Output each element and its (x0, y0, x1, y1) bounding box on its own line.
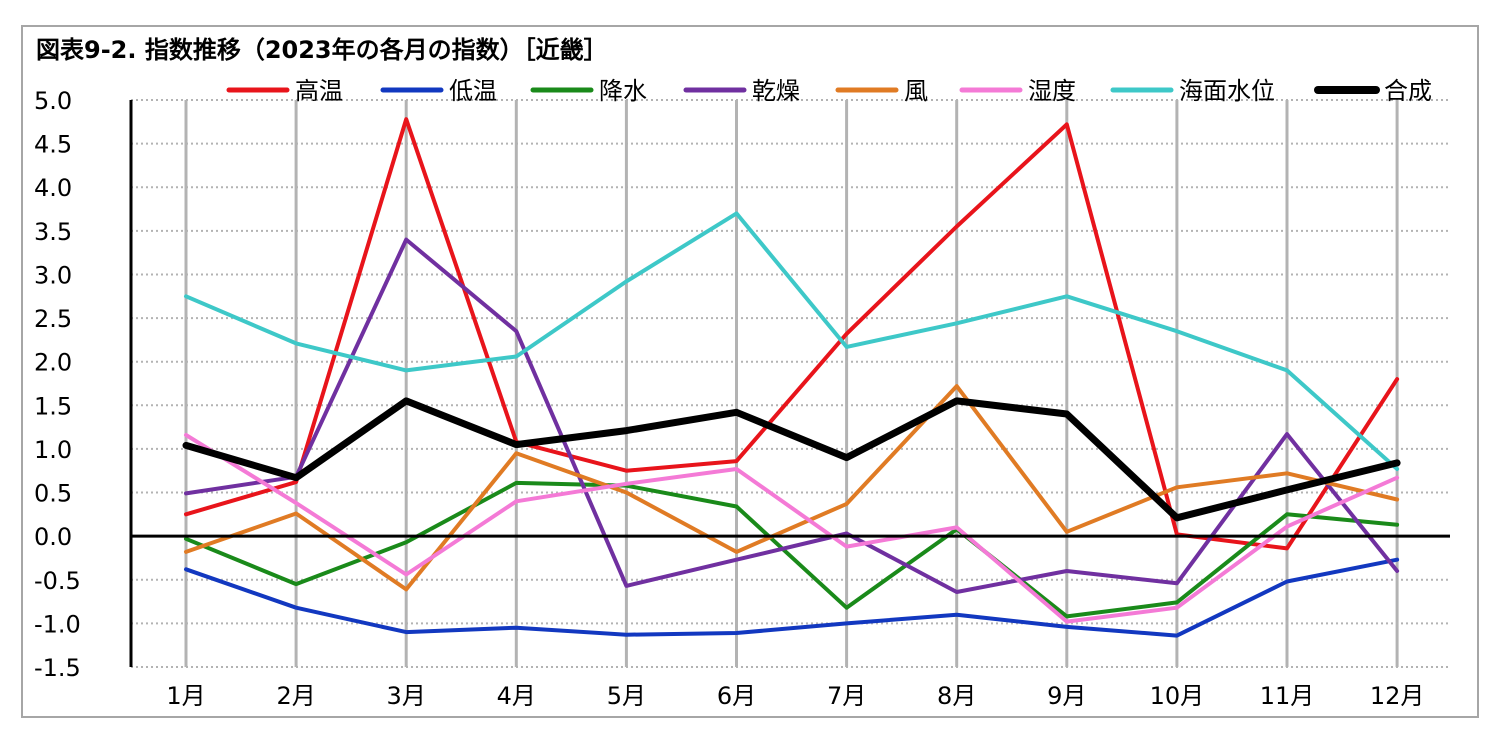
series-lines (182, 117, 1401, 638)
legend: 高温 低温 降水 乾燥 風 湿度 海面水位 合成 (226, 77, 1432, 105)
series-line-precipitation (184, 480, 1400, 619)
series-line-humidity (184, 433, 1400, 624)
x-tick-label: 8月 (937, 682, 976, 710)
y-tick-label: 4.5 (34, 131, 72, 159)
x-tick-label: 4月 (497, 682, 536, 710)
y-tick-label: -1.5 (34, 654, 81, 682)
y-tick-label: 1.5 (34, 392, 72, 420)
y-tick-label: 3.0 (34, 261, 72, 289)
y-tick-label: 3.5 (34, 218, 72, 246)
legend-label-precipitation: 降水 (599, 77, 647, 105)
x-tick-label: 10月 (1150, 682, 1205, 710)
legend-label-humidity: 湿度 (1028, 77, 1076, 105)
y-tick-label: 4.0 (34, 174, 72, 202)
y-tick-label: 2.5 (34, 305, 72, 333)
y-tick-label: 5.0 (34, 87, 72, 115)
legend-label-wind: 風 (904, 77, 928, 105)
series-line-composite (182, 397, 1401, 522)
x-tick-label: 11月 (1260, 682, 1315, 710)
y-tick-label: -1.0 (34, 610, 81, 638)
chart-frame (21, 25, 1479, 718)
x-tick-label: 1月 (166, 682, 205, 710)
x-tick-labels: 1月 2月 3月 4月 5月 6月 7月 8月 9月 10月 11月 12月 (166, 682, 1424, 710)
chart-title: 図表9-2. 指数推移（2023年の各月の指数）［近畿］ (36, 36, 608, 64)
legend-label-high_temp: 高温 (295, 77, 343, 105)
y-tick-label: 0.5 (34, 480, 72, 508)
x-tick-label: 7月 (827, 682, 866, 710)
x-tick-label: 9月 (1047, 682, 1086, 710)
legend-label-low_temp: 低温 (449, 77, 497, 105)
x-tick-label: 6月 (717, 682, 756, 710)
x-tick-label: 12月 (1370, 682, 1425, 710)
series-line-low_temp (184, 557, 1400, 638)
x-tick-label: 3月 (387, 682, 426, 710)
gridlines (131, 99, 1450, 668)
x-tick-label: 5月 (607, 682, 646, 710)
y-tick-labels: 5.0 4.5 4.0 3.5 3.0 2.5 2.0 1.5 1.0 0.5 0.0 -0.5 -1.… (34, 87, 81, 682)
legend-label-composite: 合成 (1384, 77, 1432, 105)
legend-label-drought: 乾燥 (752, 77, 800, 105)
series-line-drought (184, 237, 1400, 594)
series-line-sea_level (184, 211, 1400, 471)
y-tick-label: -0.5 (34, 567, 81, 595)
series-line-wind (184, 384, 1400, 592)
legend-label-sea_level: 海面水位 (1179, 77, 1275, 105)
y-tick-label: 1.0 (34, 436, 72, 464)
y-tick-label: 0.0 (34, 523, 72, 551)
x-tick-label: 2月 (276, 682, 315, 710)
y-tick-label: 2.0 (34, 349, 72, 377)
